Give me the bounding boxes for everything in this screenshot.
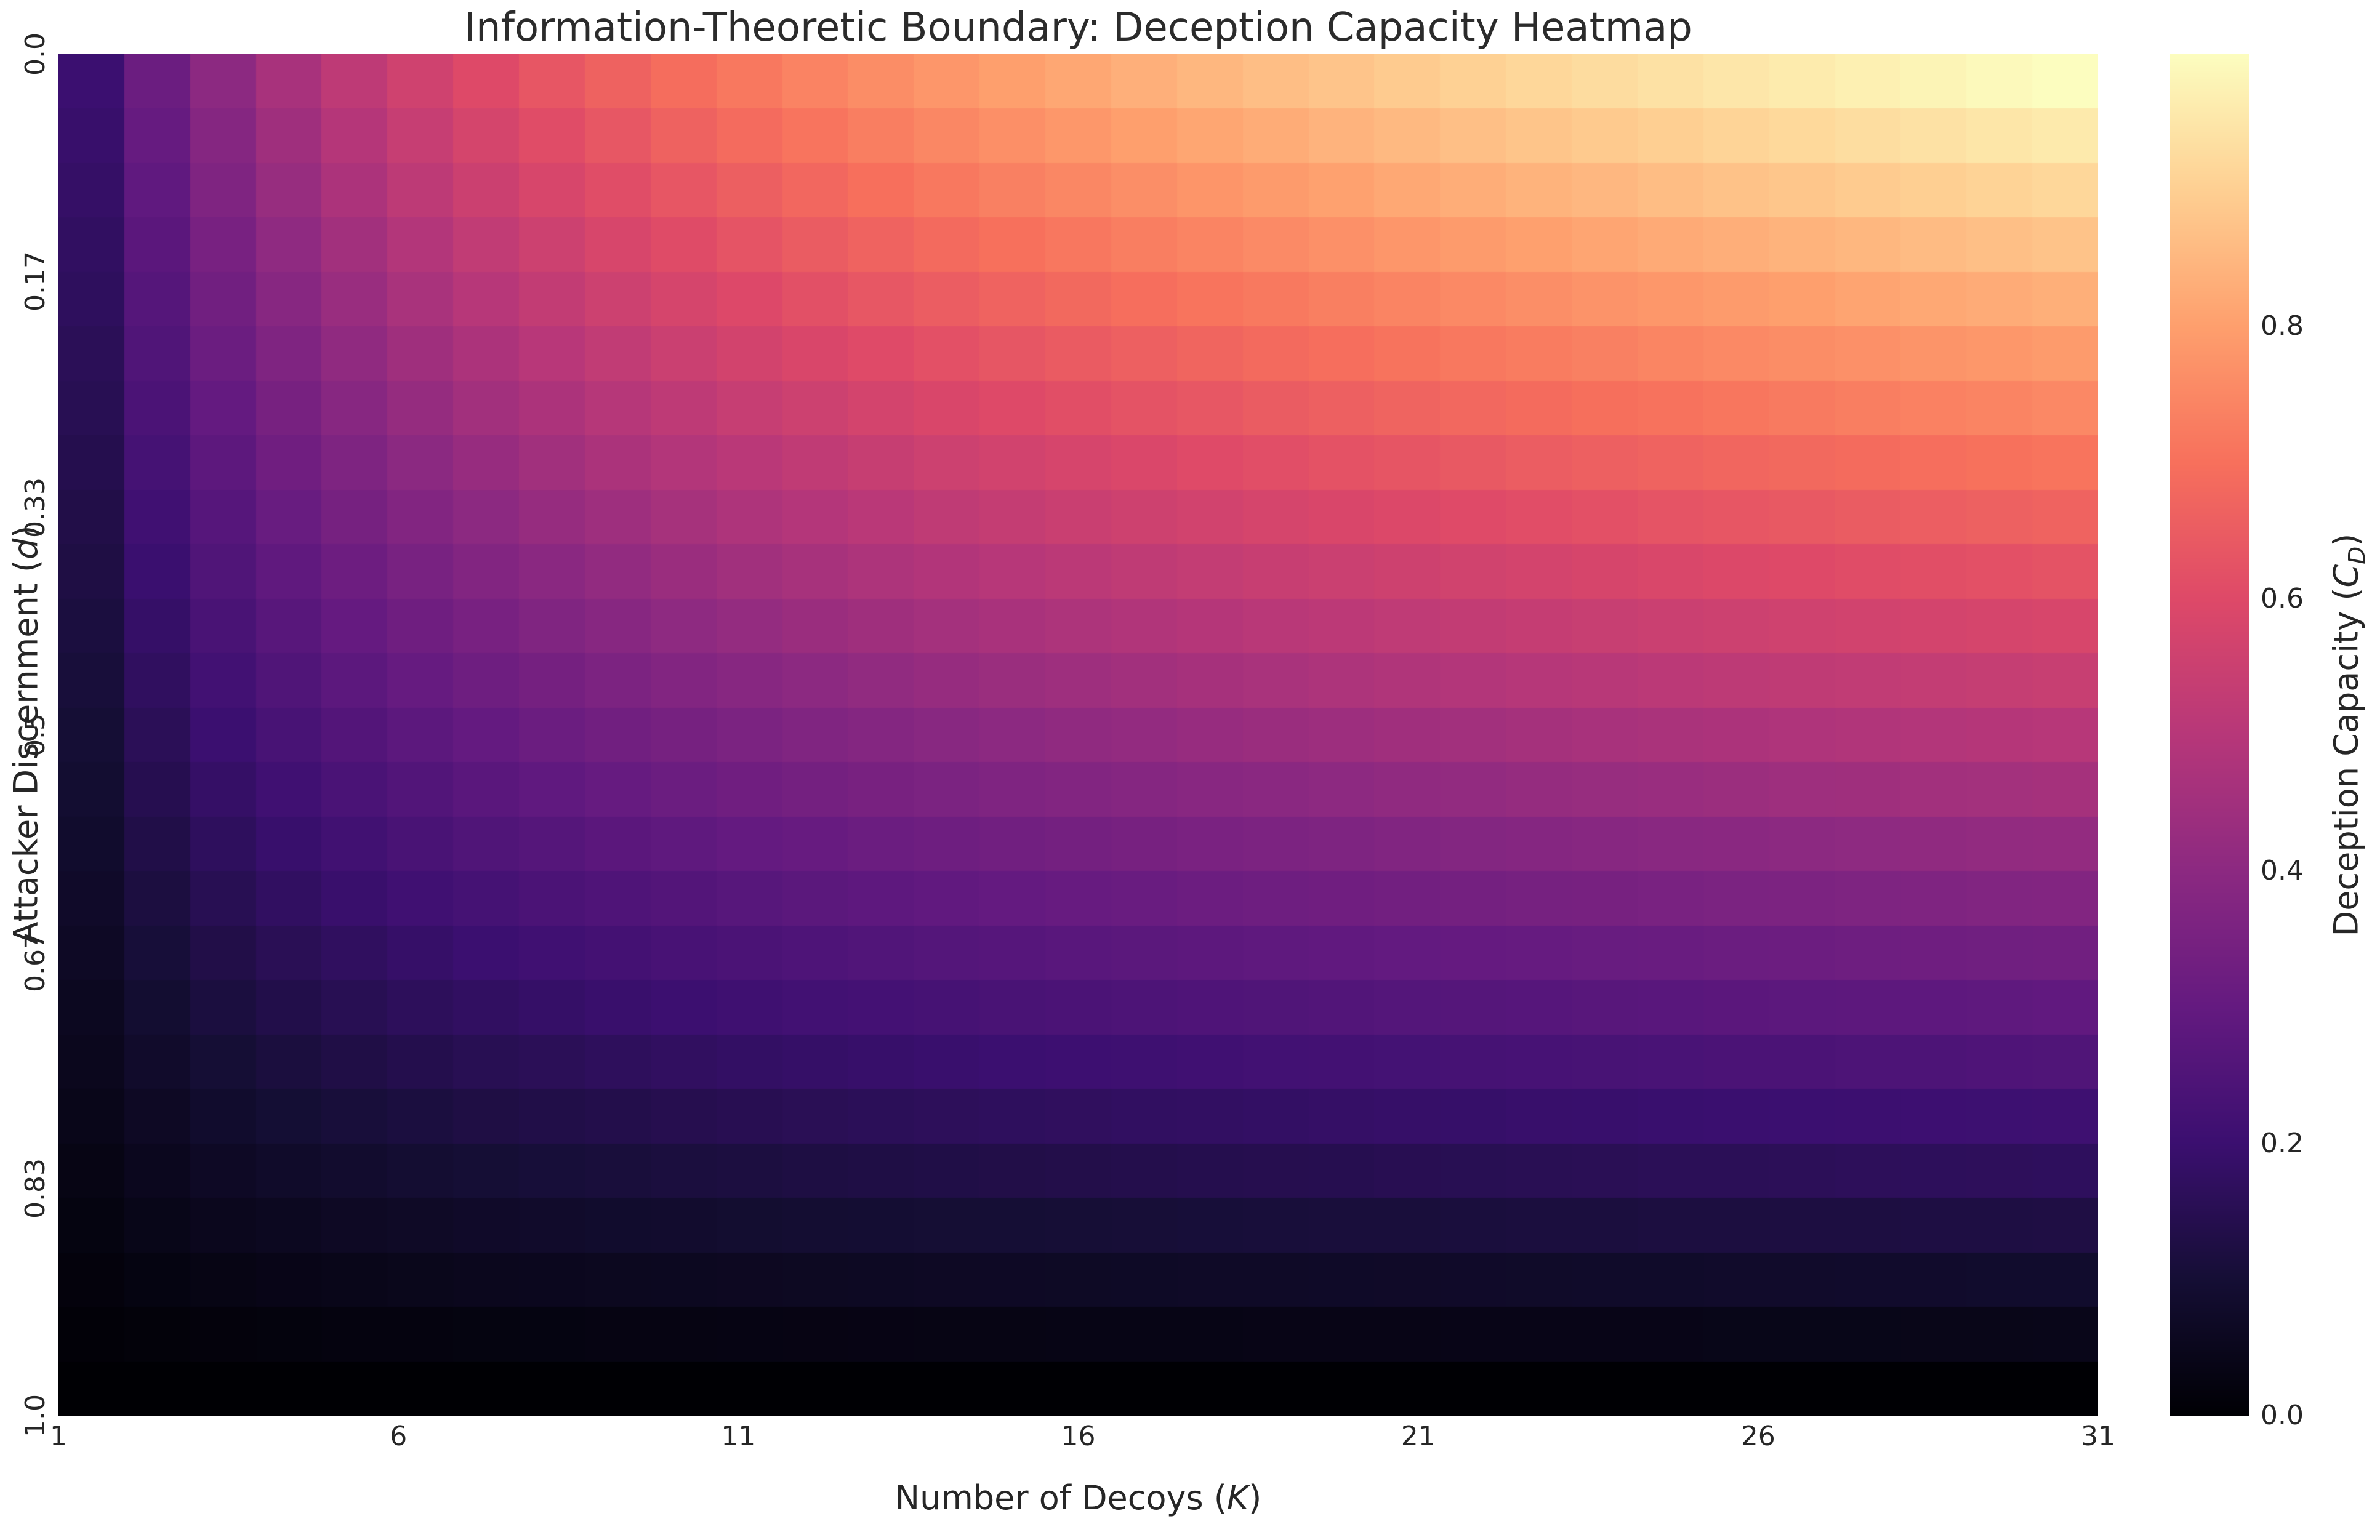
colorbar-label-variable: C (2326, 564, 2366, 588)
x-tick-label: 26 (1740, 1421, 1775, 1452)
x-tick-label: 21 (1401, 1421, 1436, 1452)
x-axis-label-text: Number of Decoys ( (895, 1478, 1227, 1517)
y-axis-label-text: Attacker Discernment ( (6, 559, 46, 945)
colorbar (2170, 54, 2249, 1416)
x-axis-label: Number of Decoys (K) (58, 1478, 2098, 1517)
x-tick-label: 1 (50, 1421, 67, 1452)
x-tick-label: 6 (390, 1421, 408, 1452)
colorbar-tick-labels: 0.0 0.2 0.4 0.6 0.8 (2261, 54, 2347, 1429)
heatmap-plot (58, 54, 2098, 1416)
x-tick-label: 16 (1061, 1421, 1096, 1452)
colorbar-tick-label: 0.4 (2261, 855, 2304, 887)
y-axis-label: Attacker Discernment (d) (7, 526, 46, 945)
y-tick-label: 0.17 (20, 251, 51, 311)
colorbar-tick-label: 0.0 (2261, 1400, 2304, 1431)
chart-title: Information-Theoretic Boundary: Deceptio… (464, 5, 1692, 50)
colorbar-label-subscript: D (2343, 546, 2371, 564)
colorbar-tick-label: 0.8 (2261, 310, 2304, 342)
colorbar-tick-label: 0.2 (2261, 1127, 2304, 1159)
y-tick-label: 1.0 (20, 1394, 51, 1437)
y-tick-label: 0.0 (20, 33, 51, 76)
colorbar-tick-label: 0.6 (2261, 582, 2304, 614)
x-tick-label: 31 (2081, 1421, 2115, 1452)
colorbar-label-text: Deception Capacity ( (2326, 587, 2366, 937)
x-tick-label: 11 (721, 1421, 756, 1452)
colorbar-label: Deception Capacity (CD) (2327, 534, 2371, 937)
y-tick-label: 0.83 (20, 1158, 51, 1219)
y-axis-label-variable: d (6, 538, 46, 559)
y-axis-label-suffix: ) (6, 525, 46, 539)
x-axis-tick-labels: 1 6 11 16 21 26 31 (50, 1421, 2115, 1460)
x-axis-label-variable: K (1226, 1478, 1249, 1517)
x-axis-label-suffix: ) (1248, 1478, 1262, 1517)
colorbar-label-suffix: ) (2326, 533, 2366, 547)
